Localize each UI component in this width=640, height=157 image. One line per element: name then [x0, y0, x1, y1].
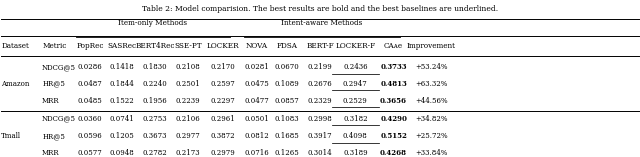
Text: 0.1418: 0.1418: [109, 63, 134, 71]
Text: 0.3917: 0.3917: [308, 132, 332, 140]
Text: 0.4290: 0.4290: [380, 115, 407, 123]
Text: 0.4813: 0.4813: [380, 80, 407, 88]
Text: 0.1083: 0.1083: [275, 115, 299, 123]
Text: SASRec: SASRec: [107, 42, 136, 50]
Text: +33.84%: +33.84%: [415, 149, 448, 157]
Text: 0.2173: 0.2173: [176, 149, 200, 157]
Text: 0.0501: 0.0501: [244, 115, 269, 123]
Text: 0.0596: 0.0596: [77, 132, 102, 140]
Text: SSE-PT: SSE-PT: [174, 42, 202, 50]
Text: Metric: Metric: [42, 42, 67, 50]
Text: 0.0948: 0.0948: [109, 149, 134, 157]
Text: Intent-aware Methods: Intent-aware Methods: [281, 19, 362, 27]
Text: 0.2436: 0.2436: [343, 63, 367, 71]
Text: 0.2961: 0.2961: [211, 115, 236, 123]
Text: 0.2977: 0.2977: [176, 132, 200, 140]
Text: Item-only Methods: Item-only Methods: [118, 19, 188, 27]
Text: 0.2998: 0.2998: [308, 115, 332, 123]
Text: 0.1844: 0.1844: [109, 80, 134, 88]
Text: 0.2529: 0.2529: [343, 97, 368, 105]
Text: 0.2979: 0.2979: [211, 149, 236, 157]
Text: BERT-F: BERT-F: [306, 42, 334, 50]
Text: 0.0716: 0.0716: [244, 149, 269, 157]
Text: 0.2597: 0.2597: [211, 80, 236, 88]
Text: Improvement: Improvement: [407, 42, 456, 50]
Text: Dataset: Dataset: [1, 42, 29, 50]
Text: HR@5: HR@5: [42, 132, 65, 140]
Text: 0.3189: 0.3189: [343, 149, 367, 157]
Text: 0.1685: 0.1685: [275, 132, 300, 140]
Text: 0.1089: 0.1089: [275, 80, 300, 88]
Text: 0.2947: 0.2947: [343, 80, 368, 88]
Text: NOVA: NOVA: [246, 42, 268, 50]
Text: 0.4268: 0.4268: [380, 149, 407, 157]
Text: 0.3872: 0.3872: [211, 132, 236, 140]
Text: 0.5152: 0.5152: [380, 132, 407, 140]
Text: +34.82%: +34.82%: [415, 115, 448, 123]
Text: 0.0741: 0.0741: [109, 115, 134, 123]
Text: 0.4098: 0.4098: [343, 132, 368, 140]
Text: LOCKER: LOCKER: [207, 42, 239, 50]
Text: 0.1205: 0.1205: [109, 132, 134, 140]
Text: Table 2: Model comparision. The best results are bold and the best baselines are: Table 2: Model comparision. The best res…: [142, 5, 498, 13]
Text: 0.2782: 0.2782: [143, 149, 167, 157]
Text: 0.1830: 0.1830: [143, 63, 167, 71]
Text: 0.0857: 0.0857: [275, 97, 300, 105]
Text: +25.72%: +25.72%: [415, 132, 448, 140]
Text: 0.0577: 0.0577: [77, 149, 102, 157]
Text: 0.2753: 0.2753: [143, 115, 167, 123]
Text: Amazon: Amazon: [1, 80, 30, 88]
Text: 0.3733: 0.3733: [380, 63, 407, 71]
Text: MRR: MRR: [42, 149, 60, 157]
Text: 0.2676: 0.2676: [308, 80, 332, 88]
Text: 0.3656: 0.3656: [380, 97, 407, 105]
Text: 0.2106: 0.2106: [176, 115, 200, 123]
Text: 0.0485: 0.0485: [77, 97, 102, 105]
Text: 0.2297: 0.2297: [211, 97, 236, 105]
Text: PopRec: PopRec: [76, 42, 104, 50]
Text: +53.24%: +53.24%: [415, 63, 448, 71]
Text: 0.3182: 0.3182: [343, 115, 367, 123]
Text: 0.1265: 0.1265: [275, 149, 300, 157]
Text: 0.0477: 0.0477: [244, 97, 269, 105]
Text: 0.3014: 0.3014: [308, 149, 332, 157]
Text: FDSA: FDSA: [276, 42, 298, 50]
Text: +63.32%: +63.32%: [415, 80, 448, 88]
Text: CAᴀe: CAᴀe: [384, 42, 403, 50]
Text: 0.1956: 0.1956: [143, 97, 167, 105]
Text: 0.3673: 0.3673: [143, 132, 167, 140]
Text: 0.0475: 0.0475: [244, 80, 269, 88]
Text: +44.56%: +44.56%: [415, 97, 448, 105]
Text: 0.0281: 0.0281: [244, 63, 269, 71]
Text: 0.0360: 0.0360: [77, 115, 102, 123]
Text: 0.2170: 0.2170: [211, 63, 236, 71]
Text: 0.0670: 0.0670: [275, 63, 300, 71]
Text: MRR: MRR: [42, 97, 60, 105]
Text: 0.0286: 0.0286: [77, 63, 102, 71]
Text: 0.2239: 0.2239: [176, 97, 200, 105]
Text: 0.2501: 0.2501: [176, 80, 200, 88]
Text: NDCG@5: NDCG@5: [42, 63, 76, 71]
Text: 0.2329: 0.2329: [308, 97, 332, 105]
Text: 0.0487: 0.0487: [77, 80, 102, 88]
Text: LOCKER-F: LOCKER-F: [335, 42, 376, 50]
Text: 0.1522: 0.1522: [109, 97, 134, 105]
Text: 0.2108: 0.2108: [176, 63, 200, 71]
Text: 0.2240: 0.2240: [143, 80, 167, 88]
Text: Tmall: Tmall: [1, 132, 21, 140]
Text: NDCG@5: NDCG@5: [42, 115, 76, 123]
Text: 0.0812: 0.0812: [244, 132, 269, 140]
Text: 0.2199: 0.2199: [308, 63, 332, 71]
Text: BERT4Rec: BERT4Rec: [135, 42, 175, 50]
Text: HR@5: HR@5: [42, 80, 65, 88]
